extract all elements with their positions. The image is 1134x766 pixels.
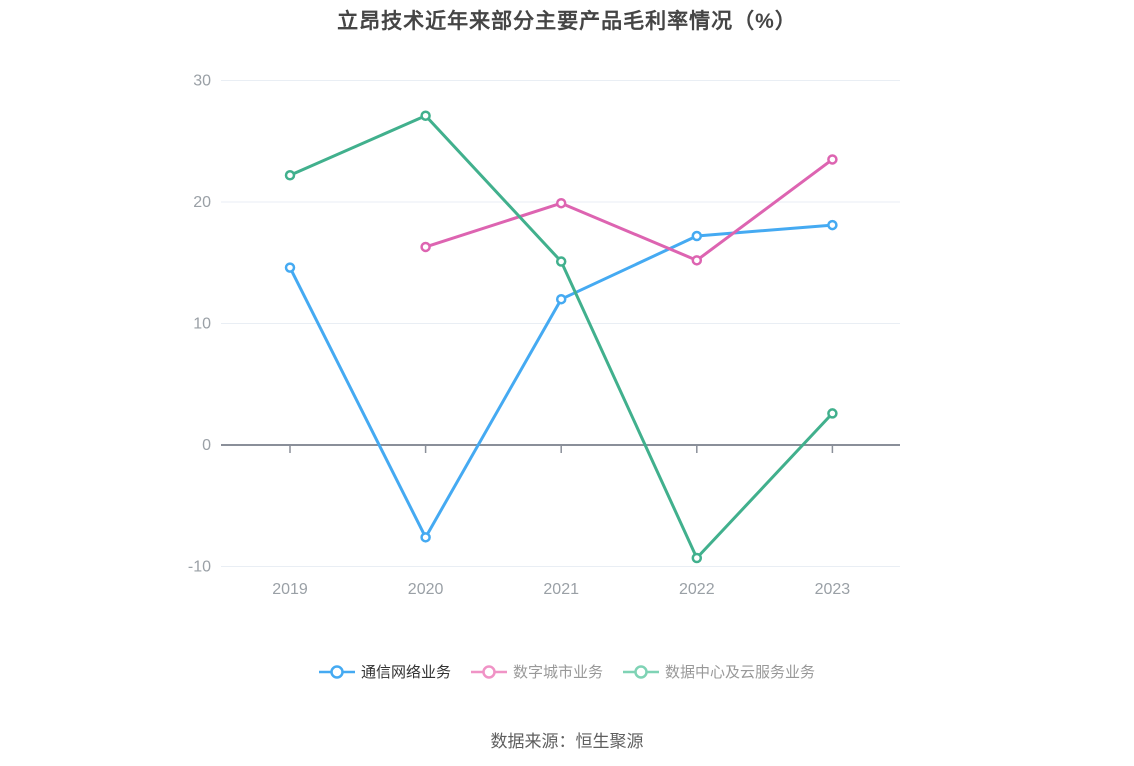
data-point-数据中心及云服务业务[interactable] [555, 256, 567, 267]
data-point-数据中心及云服务业务[interactable] [691, 552, 703, 564]
legend-label: 数据中心及云服务业务 [665, 664, 816, 681]
y-axis-label: 30 [193, 73, 211, 90]
series-line-数字城市业务 [424, 157, 834, 262]
y-axis-label: 0 [202, 437, 211, 454]
legend: 通信网络业务 数字城市业务 数据中心及云服务业务 [0, 661, 1134, 682]
legend-line-circle-icon [623, 664, 659, 679]
x-axis-label: 2023 [815, 581, 851, 598]
x-axis-label: 2022 [679, 581, 715, 598]
data-source: 数据来源：恒生聚源 [490, 732, 644, 751]
legend-item-数字城市业务[interactable]: 数字城市业务 [470, 661, 603, 682]
chart-title: 立昂技术近年来部分主要产品毛利率情况（%） [337, 10, 797, 33]
legend-line-circle-icon [318, 664, 355, 679]
data-point-通信网络业务[interactable] [691, 230, 703, 242]
y-axis-label: -10 [188, 559, 211, 576]
data-point-数据中心及云服务业务[interactable] [827, 408, 838, 419]
legend-label: 数字城市业务 [512, 664, 603, 681]
data-point-数字城市业务[interactable] [420, 241, 431, 253]
x-axis-label: 2019 [272, 581, 308, 598]
data-point-数据中心及云服务业务[interactable] [420, 110, 431, 121]
legend-line-circle-icon [470, 664, 507, 679]
data-point-通信网络业务[interactable] [827, 219, 838, 231]
data-point-数据中心及云服务业务[interactable] [284, 170, 296, 181]
legend-item-通信网络业务[interactable]: 通信网络业务 [318, 661, 451, 682]
line-chart-canvas: 30 20 10 0 -10 2019 2020 2021 2022 2023 [188, 73, 900, 598]
legend-item-数据中心及云服务业务[interactable]: 数据中心及云服务业务 [623, 661, 815, 682]
series-line-通信网络业务 [288, 223, 834, 539]
legend-label: 通信网络业务 [360, 664, 451, 681]
data-point-数字城市业务[interactable] [555, 197, 567, 209]
x-axis-label: 2020 [408, 581, 444, 598]
x-axis-label: 2021 [543, 581, 579, 598]
data-point-通信网络业务[interactable] [420, 532, 431, 543]
data-point-数字城市业务[interactable] [827, 154, 838, 165]
data-point-数字城市业务[interactable] [691, 255, 703, 266]
y-axis-label: 20 [193, 194, 211, 211]
y-axis-label: 10 [193, 316, 211, 333]
data-point-通信网络业务[interactable] [555, 293, 567, 305]
data-point-通信网络业务[interactable] [284, 262, 296, 273]
series-line-数据中心及云服务业务 [288, 114, 834, 560]
